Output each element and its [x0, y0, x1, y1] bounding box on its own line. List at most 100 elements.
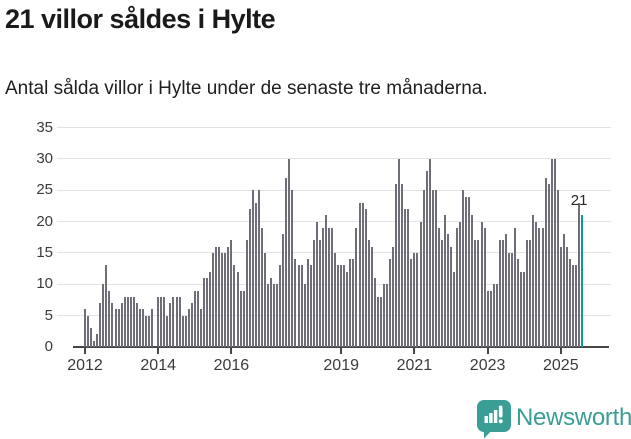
- x-axis-label: 2019: [323, 357, 359, 374]
- bar: [260, 228, 263, 347]
- bar: [160, 297, 163, 347]
- bar: [108, 291, 111, 347]
- bar: [251, 190, 254, 347]
- x-axis-line: [73, 346, 609, 348]
- bar: [166, 316, 169, 347]
- bar: [187, 309, 190, 347]
- bar: [529, 240, 532, 347]
- bar: [212, 253, 215, 347]
- bar: [291, 190, 294, 347]
- x-axis-tick: [413, 348, 416, 354]
- bar: [376, 297, 379, 347]
- bar: [181, 316, 184, 347]
- y-axis-label: 0: [44, 338, 53, 355]
- bar: [93, 341, 96, 347]
- bar: [425, 171, 428, 347]
- bar: [331, 228, 334, 347]
- bar: [84, 309, 86, 347]
- bar: [346, 272, 349, 347]
- highlight-value-label: 21: [570, 192, 588, 210]
- bar: [367, 240, 370, 347]
- bar: [385, 284, 388, 347]
- y-axis-label: 35: [36, 118, 53, 136]
- bar: [227, 247, 230, 347]
- bar: [541, 228, 544, 347]
- bar: [328, 228, 330, 347]
- bar: [370, 247, 373, 347]
- bar: [474, 240, 477, 347]
- bar: [575, 265, 578, 347]
- x-axis-tick: [486, 348, 489, 354]
- bar: [215, 247, 218, 347]
- bar: [221, 253, 224, 347]
- bar: [340, 265, 343, 347]
- bar: [410, 259, 413, 347]
- bar: [184, 316, 187, 347]
- y-gridline: [57, 252, 611, 254]
- bar: [565, 247, 568, 347]
- bar: [443, 215, 446, 347]
- bar: [471, 215, 474, 347]
- bar: [361, 203, 364, 347]
- bar: [297, 265, 300, 347]
- bar: [517, 259, 520, 347]
- bar: [102, 284, 105, 347]
- bar: [355, 228, 358, 347]
- bar: [422, 190, 425, 347]
- bar: [129, 297, 132, 347]
- x-axis-label: 2016: [213, 357, 250, 374]
- bar: [315, 222, 318, 347]
- bar: [437, 228, 440, 347]
- bar: [468, 197, 471, 347]
- bar: [453, 272, 456, 347]
- bar: [248, 209, 251, 347]
- y-axis-label: 10: [36, 275, 53, 293]
- x-axis-label: 2014: [140, 357, 176, 374]
- bar: [523, 272, 526, 347]
- bar: [318, 240, 321, 347]
- bar: [218, 247, 221, 347]
- bar: [141, 309, 144, 347]
- bar: [126, 297, 129, 347]
- bar: [562, 234, 565, 347]
- bar: [138, 309, 141, 347]
- bar: [413, 253, 416, 347]
- x-axis-label: 2023: [469, 357, 506, 374]
- y-gridline: [57, 283, 611, 285]
- bar: [279, 265, 282, 347]
- bar: [352, 259, 355, 347]
- bar: [526, 240, 529, 347]
- bar: [459, 222, 462, 347]
- x-axis-label: 2021: [396, 357, 433, 374]
- bar: [440, 240, 443, 347]
- y-gridline: [57, 315, 611, 317]
- bar: [236, 272, 239, 347]
- bar: [276, 284, 279, 347]
- x-axis-tick: [84, 348, 86, 354]
- bar: [407, 209, 410, 347]
- bar: [419, 222, 422, 347]
- y-axis-label: 15: [36, 243, 53, 261]
- bar: [148, 316, 151, 347]
- brand-name: Newsworthy: [516, 404, 631, 431]
- bar: [532, 215, 535, 347]
- bar: [495, 284, 498, 347]
- bar: [578, 203, 581, 347]
- bar: [324, 215, 327, 347]
- bar: [373, 278, 376, 347]
- bar: [559, 247, 562, 347]
- x-axis-label: 2025: [543, 357, 579, 374]
- bar: [446, 234, 449, 347]
- page-subtitle: Antal sålda villor i Hylte under de sena…: [5, 78, 488, 99]
- bar: [169, 303, 172, 347]
- newsworthy-speech-bubble-chart-icon: [477, 400, 511, 439]
- bar: [364, 209, 367, 347]
- x-axis-tick: [559, 348, 562, 354]
- bar: [511, 253, 513, 347]
- y-gridline: [57, 189, 611, 191]
- bar: [114, 309, 117, 347]
- bar: [450, 247, 452, 347]
- bar: [90, 328, 93, 347]
- bar: [349, 259, 352, 347]
